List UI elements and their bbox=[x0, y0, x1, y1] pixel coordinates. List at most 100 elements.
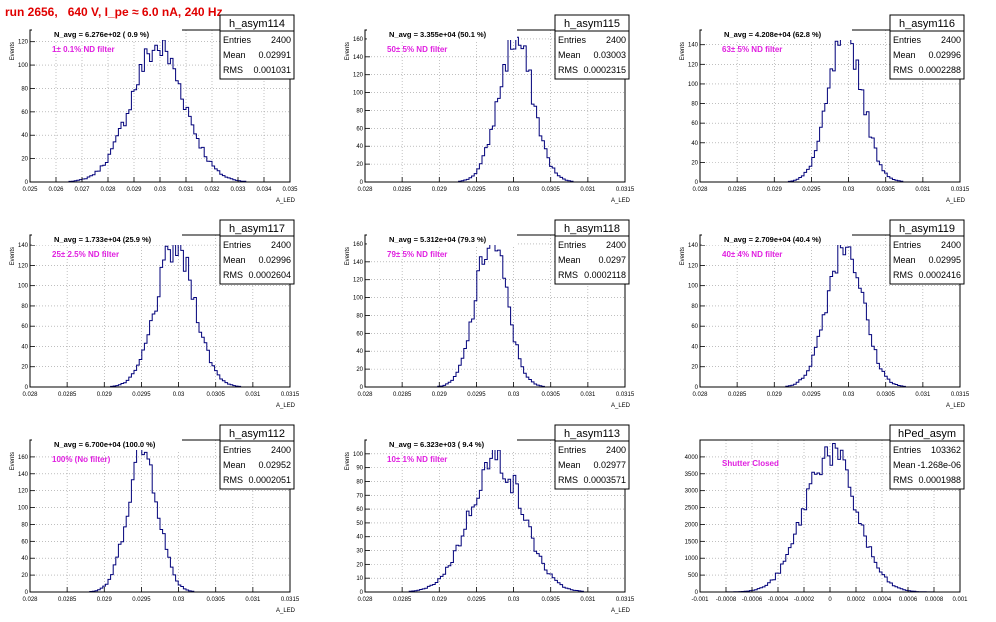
stats-value-mean: 0.02952 bbox=[258, 460, 291, 470]
x-tick-label: 0.0006 bbox=[899, 597, 918, 603]
y-tick-label: 60 bbox=[21, 110, 28, 116]
stats-label-rms: RMS bbox=[558, 65, 578, 75]
y-axis-label: Events bbox=[680, 247, 686, 265]
stats-label-mean: Mean bbox=[223, 460, 246, 470]
x-tick-label: 0.027 bbox=[74, 187, 90, 193]
x-tick-label: 0.028 bbox=[692, 392, 708, 398]
x-tick-label: 0.0285 bbox=[58, 597, 77, 603]
y-tick-label: 3000 bbox=[685, 489, 699, 495]
plot-title: N_avg = 4.208e+04 (62.8 %) bbox=[724, 30, 822, 39]
x-tick-label: 0.0315 bbox=[616, 597, 635, 603]
stats-box bbox=[889, 14, 965, 80]
y-tick-label: 30 bbox=[356, 549, 363, 555]
y-tick-label: 0 bbox=[695, 180, 699, 186]
stats-label-entries: Entries bbox=[558, 240, 587, 250]
stats-value-entries: 2400 bbox=[941, 240, 961, 250]
x-tick-label: 0.0285 bbox=[393, 187, 412, 193]
x-tick-label: 0.031 bbox=[245, 392, 261, 398]
stats-value-rms: 0.0002416 bbox=[918, 270, 961, 280]
y-tick-label: 100 bbox=[353, 452, 364, 458]
y-tick-label: 0 bbox=[360, 385, 364, 391]
y-tick-label: 40 bbox=[21, 133, 28, 139]
stats-label-entries: Entries bbox=[223, 35, 252, 45]
y-tick-label: 140 bbox=[353, 260, 364, 266]
stats-value-entries: 2400 bbox=[271, 445, 291, 455]
stats-value-entries: 2400 bbox=[606, 35, 626, 45]
x-tick-label: -0.001 bbox=[691, 597, 709, 603]
y-tick-label: 140 bbox=[688, 243, 699, 249]
stats-label-rms: RMS bbox=[223, 475, 243, 485]
x-tick-label: 0.029 bbox=[432, 187, 448, 193]
y-tick-label: 100 bbox=[353, 296, 364, 302]
y-tick-label: 80 bbox=[691, 102, 698, 108]
stats-box bbox=[554, 219, 630, 285]
filter-note: 25± 2.5% ND filter bbox=[52, 250, 119, 259]
stats-value-rms: 0.0001988 bbox=[918, 475, 961, 485]
x-tick-label: 0.028 bbox=[22, 597, 38, 603]
x-tick-label: 0.0285 bbox=[728, 187, 747, 193]
x-tick-label: 0.03 bbox=[843, 187, 855, 193]
y-tick-label: 3500 bbox=[685, 472, 699, 478]
y-tick-label: 500 bbox=[688, 573, 699, 579]
y-axis-label: Events bbox=[345, 42, 351, 60]
histogram-panel-h_asym113: 0.028 0.0285 0.029 0.0295 0.03 0.0305 0.031 0.0… bbox=[345, 424, 635, 614]
stats-value-mean: -1.268e-06 bbox=[917, 460, 961, 470]
y-tick-label: 20 bbox=[356, 562, 363, 568]
y-axis-label: Events bbox=[10, 247, 16, 265]
stats-name: h_asym112 bbox=[229, 428, 285, 440]
y-tick-label: 100 bbox=[688, 284, 699, 290]
x-tick-label: 0.0305 bbox=[877, 187, 896, 193]
y-tick-label: 80 bbox=[691, 304, 698, 310]
x-tick-label: 0.028 bbox=[357, 187, 373, 193]
stats-value-rms: 0.001031 bbox=[253, 65, 291, 75]
stats-box bbox=[219, 14, 295, 80]
y-tick-label: 40 bbox=[691, 141, 698, 147]
x-axis-label: A_LED bbox=[276, 608, 296, 614]
y-tick-label: 60 bbox=[356, 331, 363, 337]
stats-label-mean: Mean bbox=[893, 460, 916, 470]
y-tick-label: 60 bbox=[356, 126, 363, 132]
x-tick-label: 0.029 bbox=[97, 597, 113, 603]
title-bg bbox=[32, 439, 182, 450]
filter-note: 10± 1% ND filter bbox=[387, 455, 447, 464]
y-tick-label: 1500 bbox=[685, 539, 699, 545]
x-tick-label: 0.0002 bbox=[847, 597, 866, 603]
x-tick-label: 0.0315 bbox=[616, 392, 635, 398]
x-axis-label: A_LED bbox=[611, 403, 631, 409]
x-tick-label: 0.0305 bbox=[207, 392, 226, 398]
y-tick-label: 40 bbox=[356, 144, 363, 150]
x-tick-label: 0.029 bbox=[767, 187, 783, 193]
y-tick-label: 1000 bbox=[685, 556, 699, 562]
stats-label-mean: Mean bbox=[223, 50, 246, 60]
x-tick-label: 0.0285 bbox=[58, 392, 77, 398]
y-tick-label: 20 bbox=[21, 573, 28, 579]
histogram-panel-hPed_asym: -0.001 -0.0008 -0.0006 -0.0004 -0.0002 0 0.000… bbox=[685, 424, 968, 603]
run-title: run 2656, 640 V, I_pe ≈ 6.0 nA, 240 Hz bbox=[5, 5, 223, 19]
histogram-line bbox=[700, 443, 960, 593]
stats-label-entries: Entries bbox=[893, 35, 922, 45]
stats-value-rms: 0.0002288 bbox=[918, 65, 961, 75]
stats-label-mean: Mean bbox=[893, 50, 916, 60]
stats-label-rms: RMS bbox=[893, 270, 913, 280]
histogram-panel-h_asym119: 0.028 0.0285 0.029 0.0295 0.03 0.0305 0.031 0.0… bbox=[680, 219, 970, 409]
filter-note: 63± 5% ND filter bbox=[722, 45, 782, 54]
histogram-line bbox=[30, 39, 290, 183]
x-tick-label: 0.03 bbox=[508, 187, 520, 193]
histogram-panel-h_asym116: 0.028 0.0285 0.029 0.0295 0.03 0.0305 0.031 0.0… bbox=[680, 14, 970, 204]
y-tick-label: 40 bbox=[356, 349, 363, 355]
stats-label-entries: Entries bbox=[893, 445, 922, 455]
histogram-line bbox=[365, 447, 625, 593]
histogram-panel-h_asym114: 0.025 0.026 0.027 0.028 0.029 0.03 0.031 0.032 0… bbox=[10, 14, 298, 204]
x-tick-label: 0.0295 bbox=[132, 597, 151, 603]
stats-name: hPed_asym bbox=[898, 428, 956, 440]
filter-note: 50± 5% ND filter bbox=[387, 45, 447, 54]
stats-label-rms: RMS bbox=[223, 65, 243, 75]
x-tick-label: 0.03 bbox=[508, 597, 520, 603]
x-tick-label: 0.029 bbox=[767, 392, 783, 398]
title-bg bbox=[367, 234, 517, 245]
stats-value-mean: 0.0297 bbox=[598, 255, 626, 265]
stats-value-entries: 2400 bbox=[271, 240, 291, 250]
y-tick-label: 100 bbox=[18, 506, 29, 512]
title-bg bbox=[367, 29, 517, 40]
